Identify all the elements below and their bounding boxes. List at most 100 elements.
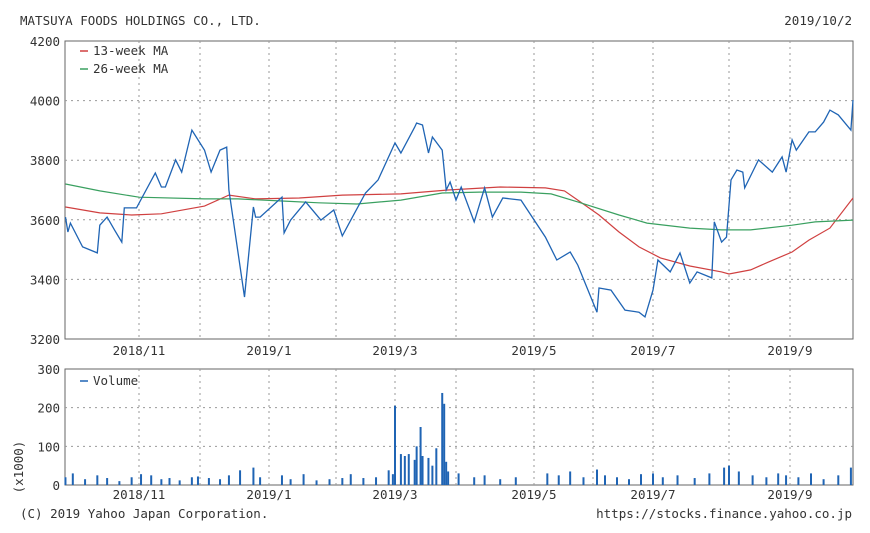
volume-bar <box>64 477 67 485</box>
volume-bar <box>219 479 222 485</box>
x-tick-label: 2019/1 <box>246 487 291 502</box>
y-tick-label: 3200 <box>30 332 60 347</box>
volume-bar <box>302 474 305 485</box>
ma13-line <box>65 186 854 275</box>
source-link[interactable]: https://stocks.finance.yahoo.co.jp <box>596 506 852 521</box>
x-tick-label: 2019/9 <box>767 487 812 502</box>
volume-bar <box>207 478 210 485</box>
volume-bar <box>640 474 642 485</box>
y-tick-label: 100 <box>37 439 60 454</box>
price-plot-area <box>64 40 854 340</box>
volume-bar <box>168 478 171 485</box>
volume-bar <box>427 457 430 485</box>
x-tick-label: 2019/3 <box>372 343 417 358</box>
volume-bar <box>849 467 852 485</box>
legend-label: 26-week MA <box>93 61 169 76</box>
y-tick-label: 3400 <box>30 272 60 287</box>
copyright-text: (C) 2019 Yahoo Japan Corporation. <box>20 506 269 521</box>
volume-bar <box>118 481 121 485</box>
volume-bar <box>447 471 450 485</box>
volume-bar <box>483 475 486 485</box>
volume-bar <box>499 479 502 485</box>
volume-bar <box>407 454 410 485</box>
volume-bar <box>415 446 418 485</box>
volume-bar <box>196 476 199 485</box>
volume-bar <box>375 477 378 485</box>
volume-bar <box>280 475 283 485</box>
volume-bar <box>391 474 394 485</box>
volume-bar <box>394 405 396 485</box>
y-tick-label: 0 <box>52 478 60 493</box>
volume-bar <box>399 454 402 485</box>
volume-bar <box>252 467 255 485</box>
y-tick-label: 3800 <box>30 153 60 168</box>
volume-bar <box>341 478 344 485</box>
y-tick-label: 200 <box>37 401 60 416</box>
volume-bar <box>106 478 109 485</box>
y-tick-label: 4000 <box>30 94 60 109</box>
volume-bar <box>628 479 630 485</box>
volume-bar <box>190 477 193 485</box>
x-tick-label: 2019/5 <box>511 487 556 502</box>
volume-bar <box>728 465 730 485</box>
volume-bar <box>441 392 444 485</box>
volume-bar <box>239 470 242 485</box>
volume-bar <box>160 479 163 485</box>
volume-bar <box>693 478 696 485</box>
x-tick-label: 2019/5 <box>511 343 556 358</box>
volume-bar <box>387 470 390 485</box>
ma26-line <box>65 183 854 231</box>
volume-bar <box>140 474 143 485</box>
y-tick-label: 300 <box>37 362 60 377</box>
legend-label: Volume <box>93 373 138 388</box>
volume-bar <box>777 473 780 485</box>
x-tick-label: 2018/11 <box>113 487 166 502</box>
volume-bar <box>259 477 262 485</box>
volume-bar <box>765 477 768 485</box>
volume-bar <box>419 427 422 485</box>
volume-bar <box>557 475 560 485</box>
y-tick-label: 3600 <box>30 213 60 228</box>
volume-bar <box>328 479 331 485</box>
volume-bar <box>810 473 812 485</box>
volume-bar <box>676 475 679 485</box>
volume-bar <box>569 471 572 485</box>
x-tick-label: 2019/7 <box>630 343 675 358</box>
volume-bar <box>96 475 99 485</box>
volume-bar <box>431 465 434 485</box>
volume-bar <box>349 474 352 485</box>
x-tick-label: 2019/9 <box>767 343 812 358</box>
volume-bar <box>289 479 292 485</box>
volume-bar <box>616 477 618 485</box>
volume-bar <box>421 456 424 485</box>
volume-bar <box>723 467 726 485</box>
volume-bar <box>150 475 153 485</box>
x-tick-label: 2019/3 <box>372 487 417 502</box>
volume-bar <box>445 461 448 485</box>
price-line <box>64 99 854 318</box>
volume-bar <box>362 478 365 485</box>
volume-bar <box>822 479 825 485</box>
volume-bar <box>84 479 87 485</box>
volume-bar <box>596 469 598 485</box>
volume-bar <box>797 477 800 485</box>
chart-title: MATSUYA FOODS HOLDINGS CO., LTD. <box>20 13 261 28</box>
volume-bar <box>582 477 585 485</box>
volume-bar <box>178 480 181 485</box>
volume-bar <box>652 473 654 485</box>
chart-date: 2019/10/2 <box>784 13 852 28</box>
volume-bar <box>751 475 754 485</box>
volume-bar <box>546 473 549 485</box>
volume-bar <box>473 477 476 485</box>
x-tick-label: 2019/1 <box>246 343 291 358</box>
volume-bar <box>708 473 711 485</box>
legend-label: 13-week MA <box>93 43 169 58</box>
volume-bar <box>227 475 230 485</box>
volume-bar <box>837 475 840 485</box>
volume-bar <box>661 477 664 485</box>
volume-unit-label: (x1000) <box>11 441 26 494</box>
volume-bar <box>514 477 517 485</box>
volume-bar <box>435 448 438 485</box>
volume-bar <box>403 456 406 485</box>
